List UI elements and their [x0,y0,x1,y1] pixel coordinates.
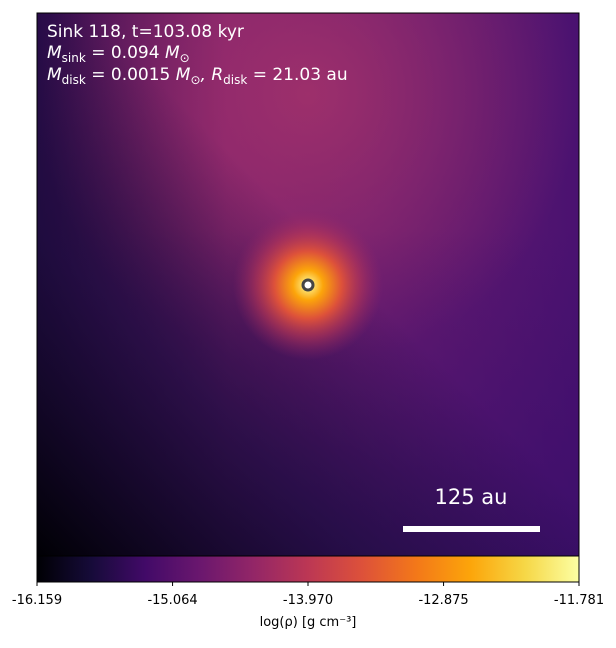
x-tick-label: -16.159 [12,593,62,608]
colorbar-axis: -16.159 -15.064 -13.970 -12.875 -11.781 [12,582,604,608]
annotation-part: , [201,65,212,85]
annotation-part: disk [223,73,247,87]
annotation-part: M [176,65,191,85]
annotation-part: = 21.03 au [247,65,347,85]
annotation-part: = 0.0015 [86,65,176,85]
annotation-part: ⊙ [180,51,190,65]
annotation-part: sink [62,51,86,65]
annotation: Mdisk = 0.0015 M⊙, Rdisk = 21.03 au [47,65,348,87]
x-tick-label: -11.781 [554,593,604,608]
annotation-part: R [211,65,223,85]
x-tick-label: -13.970 [283,593,333,608]
annotation-part: M [47,65,62,85]
scale-bar-label: 125 au [435,485,508,509]
x-tick-label: -15.064 [147,593,197,608]
scale-bar [403,526,540,532]
colorbar [36,555,580,583]
annotation-part: ⊙ [190,73,200,87]
colorbar-label: log(ρ) [g cm⁻³] [260,615,357,630]
density-map [36,12,580,557]
annotation: Msink = 0.094 M⊙ [47,43,190,65]
annotation-part: = 0.094 [86,43,165,63]
annotation-part: M [165,43,180,63]
annotation: Sink 118, t=103.08 kyr [47,22,244,42]
x-tick-label: -12.875 [418,593,468,608]
annotation-part: M [47,43,62,63]
annotation-part: disk [62,73,86,87]
sink-marker [301,278,315,292]
